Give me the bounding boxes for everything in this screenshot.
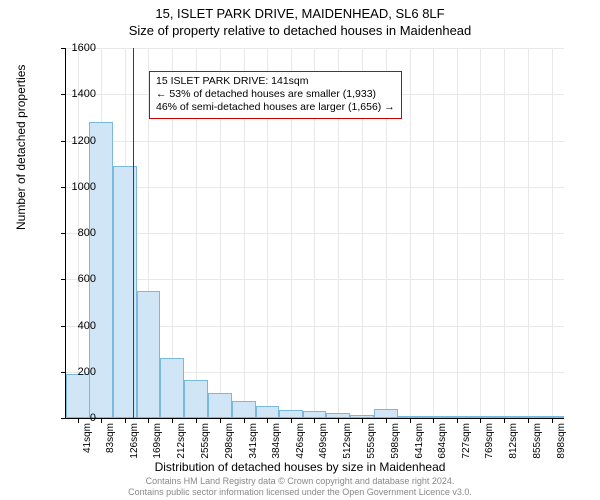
- histogram-bar: [374, 409, 398, 418]
- plot-area: 41sqm83sqm126sqm169sqm212sqm255sqm298sqm…: [65, 48, 564, 419]
- gridline-v: [410, 48, 411, 418]
- histogram-bar: [540, 416, 564, 418]
- histogram-bar: [160, 358, 184, 418]
- xtick-label: 255sqm: [200, 423, 211, 459]
- xtick-mark: [244, 418, 245, 423]
- histogram-bar: [350, 415, 374, 418]
- xtick-mark: [125, 418, 126, 423]
- xtick-label: 212sqm: [176, 423, 187, 459]
- histogram-bar: [469, 416, 493, 418]
- ytick-label: 800: [56, 227, 96, 239]
- xtick-mark: [172, 418, 173, 423]
- xtick-mark: [433, 418, 434, 423]
- ytick-label: 1200: [56, 135, 96, 147]
- xtick-mark: [220, 418, 221, 423]
- xtick-mark: [101, 418, 102, 423]
- gridline-v: [528, 48, 529, 418]
- histogram-bar: [445, 416, 469, 418]
- histogram-bar: [303, 411, 327, 418]
- annotation-line-3: 46% of semi-detached houses are larger (…: [156, 101, 395, 114]
- gridline-v: [504, 48, 505, 418]
- xtick-label: 426sqm: [295, 423, 306, 459]
- chart-subtitle: Size of property relative to detached ho…: [0, 21, 600, 38]
- xtick-label: 898sqm: [556, 423, 567, 459]
- ytick-label: 1400: [56, 88, 96, 100]
- xtick-mark: [552, 418, 553, 423]
- reference-line: [133, 48, 134, 418]
- histogram-bar: [137, 291, 161, 418]
- annotation-line-1: 15 ISLET PARK DRIVE: 141sqm: [156, 75, 395, 88]
- xtick-mark: [267, 418, 268, 423]
- histogram-bar: [422, 416, 446, 418]
- address-title: 15, ISLET PARK DRIVE, MAIDENHEAD, SL6 8L…: [0, 0, 600, 21]
- xtick-mark: [480, 418, 481, 423]
- xtick-label: 126sqm: [129, 423, 140, 459]
- histogram-bar: [516, 416, 540, 418]
- xtick-mark: [504, 418, 505, 423]
- xtick-label: 555sqm: [366, 423, 377, 459]
- xtick-label: 769sqm: [484, 423, 495, 459]
- xtick-label: 41sqm: [82, 423, 93, 453]
- xtick-mark: [362, 418, 363, 423]
- xtick-mark: [338, 418, 339, 423]
- ytick-label: 200: [56, 366, 96, 378]
- xtick-mark: [386, 418, 387, 423]
- xtick-mark: [148, 418, 149, 423]
- ytick-label: 400: [56, 320, 96, 332]
- histogram-bar: [208, 393, 232, 418]
- histogram-bar: [279, 410, 303, 418]
- gridline-v: [552, 48, 553, 418]
- xtick-label: 384sqm: [271, 423, 282, 459]
- xtick-label: 341sqm: [248, 423, 259, 459]
- histogram-bar: [232, 401, 256, 418]
- xtick-label: 512sqm: [342, 423, 353, 459]
- gridline-v: [457, 48, 458, 418]
- xtick-label: 598sqm: [390, 423, 401, 459]
- histogram-bar: [184, 380, 208, 418]
- xtick-label: 812sqm: [508, 423, 519, 459]
- xtick-label: 469sqm: [318, 423, 329, 459]
- xtick-mark: [457, 418, 458, 423]
- xtick-mark: [314, 418, 315, 423]
- x-axis-label: Distribution of detached houses by size …: [0, 460, 600, 474]
- gridline-v: [480, 48, 481, 418]
- ytick-label: 1600: [56, 42, 96, 54]
- xtick-label: 727sqm: [461, 423, 472, 459]
- y-axis-label: Number of detached properties: [14, 65, 28, 230]
- xtick-mark: [410, 418, 411, 423]
- ytick-label: 0: [56, 412, 96, 424]
- histogram-bar: [326, 413, 350, 418]
- xtick-mark: [528, 418, 529, 423]
- xtick-mark: [196, 418, 197, 423]
- xtick-label: 298sqm: [224, 423, 235, 459]
- xtick-label: 855sqm: [532, 423, 543, 459]
- xtick-label: 83sqm: [105, 423, 116, 453]
- ytick-label: 1000: [56, 181, 96, 193]
- ytick-label: 600: [56, 273, 96, 285]
- xtick-label: 169sqm: [152, 423, 163, 459]
- gridline-v: [433, 48, 434, 418]
- xtick-mark: [291, 418, 292, 423]
- xtick-label: 684sqm: [437, 423, 448, 459]
- footer-line-2: Contains public sector information licen…: [0, 487, 600, 498]
- footer-line-1: Contains HM Land Registry data © Crown c…: [0, 476, 600, 487]
- histogram-chart: 41sqm83sqm126sqm169sqm212sqm255sqm298sqm…: [65, 48, 563, 418]
- annotation-line-2: ← 53% of detached houses are smaller (1,…: [156, 88, 395, 101]
- histogram-bar: [256, 406, 280, 418]
- annotation-box: 15 ISLET PARK DRIVE: 141sqm← 53% of deta…: [149, 71, 402, 118]
- footer-attribution: Contains HM Land Registry data © Crown c…: [0, 476, 600, 499]
- xtick-label: 641sqm: [414, 423, 425, 459]
- histogram-bar: [398, 416, 422, 418]
- histogram-bar: [492, 416, 516, 418]
